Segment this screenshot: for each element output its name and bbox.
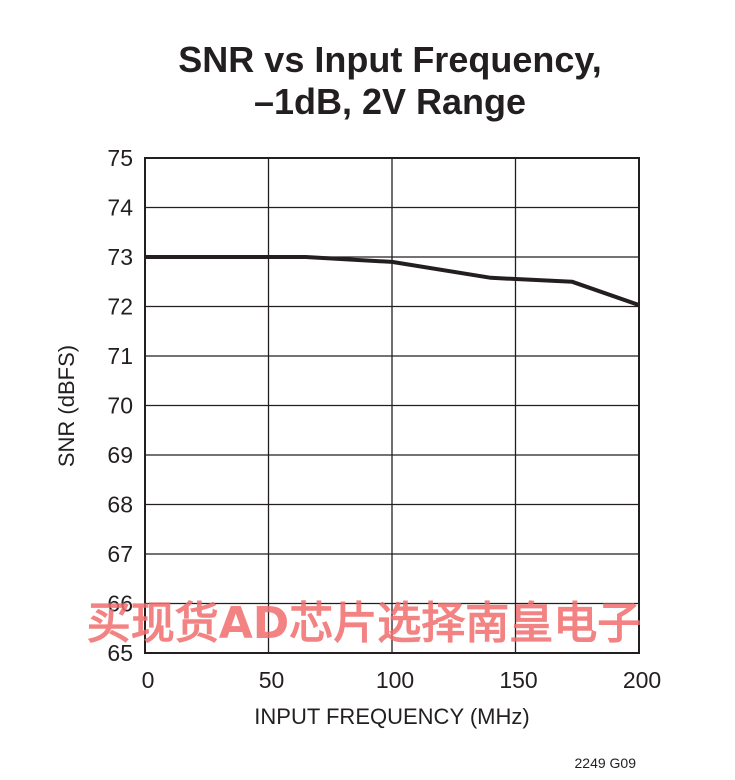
x-tick-0: 0 [142,667,155,693]
chart-grid [144,157,640,654]
figure-id: 2249 G09 [575,755,637,771]
y-tick-73: 73 [107,244,133,270]
chart-title-line2: –1dB, 2V Range [254,81,526,122]
y-tick-67: 67 [107,541,133,567]
data-series [145,255,640,307]
y-axis-label: SNR (dBFS) [54,345,79,467]
x-axis-label: INPUT FREQUENCY (MHz) [254,704,529,729]
y-tick-69: 69 [107,442,133,468]
x-tick-200: 200 [623,667,661,693]
x-tick-150: 150 [499,667,537,693]
chart-title-line1: SNR vs Input Frequency, [178,39,601,80]
x-tick-labels: 0 50 100 150 200 [142,667,662,693]
y-tick-71: 71 [107,343,133,369]
y-tick-72: 72 [107,294,133,320]
y-tick-70: 70 [107,393,133,419]
x-tick-50: 50 [259,667,285,693]
y-tick-65: 65 [107,640,133,666]
y-tick-68: 68 [107,492,133,518]
y-tick-labels: 65 66 67 68 69 70 71 72 73 74 75 [107,145,133,666]
y-tick-75: 75 [107,145,133,171]
y-tick-66: 66 [107,591,133,617]
y-tick-74: 74 [107,195,133,221]
watermark-text: 买现货AD芯片选择南皇电子 [87,598,642,649]
series-line-0 [145,255,640,307]
plot-frame [144,157,640,654]
x-tick-100: 100 [376,667,414,693]
